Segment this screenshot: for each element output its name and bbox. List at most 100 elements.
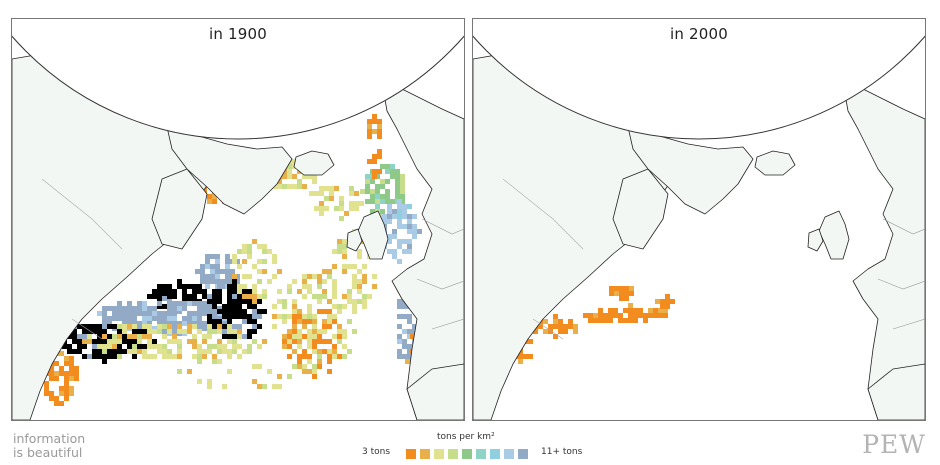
biomass-cell bbox=[287, 344, 292, 349]
biomass-cell bbox=[317, 329, 322, 334]
biomass-cell bbox=[307, 344, 312, 349]
biomass-cell bbox=[122, 316, 127, 321]
biomass-cell bbox=[292, 279, 297, 284]
biomass-cell bbox=[97, 339, 102, 344]
biomass-cell bbox=[352, 284, 357, 289]
legend-max-label: 11+ tons bbox=[541, 447, 583, 457]
biomass-cell bbox=[319, 201, 324, 206]
biomass-cell bbox=[370, 199, 375, 204]
biomass-cell bbox=[227, 329, 232, 334]
biomass-cell bbox=[402, 209, 407, 214]
biomass-cell bbox=[287, 174, 292, 179]
biomass-cell bbox=[64, 376, 69, 381]
biomass-cell bbox=[177, 321, 182, 326]
biomass-cell bbox=[397, 219, 402, 224]
biomass-cell bbox=[54, 396, 59, 401]
biomass-cell bbox=[563, 329, 568, 334]
biomass-cell bbox=[142, 334, 147, 339]
biomass-cell bbox=[77, 324, 82, 329]
biomass-cell bbox=[395, 184, 400, 189]
biomass-cell bbox=[215, 274, 220, 279]
biomass-cell bbox=[392, 214, 397, 219]
biomass-cell bbox=[92, 354, 97, 359]
biomass-cell bbox=[152, 306, 157, 311]
biomass-cell bbox=[307, 359, 312, 364]
biomass-cell bbox=[352, 309, 357, 314]
biomass-cell bbox=[297, 354, 302, 359]
biomass-cell bbox=[64, 386, 69, 391]
biomass-cell bbox=[357, 289, 362, 294]
biomass-cell bbox=[322, 349, 327, 354]
biomass-cell bbox=[197, 321, 202, 326]
biomass-cell bbox=[332, 294, 337, 299]
biomass-cell bbox=[112, 349, 117, 354]
biomass-cell bbox=[357, 299, 362, 304]
biomass-cell bbox=[74, 366, 79, 371]
arctic-cap bbox=[12, 19, 464, 140]
biomass-cell bbox=[397, 334, 402, 339]
biomass-cell bbox=[395, 189, 400, 194]
biomass-cell bbox=[407, 239, 412, 244]
biomass-cell bbox=[377, 149, 382, 154]
biomass-cell bbox=[402, 354, 407, 359]
biomass-cell bbox=[332, 334, 337, 339]
biomass-cell bbox=[82, 354, 87, 359]
biomass-cell bbox=[407, 329, 412, 334]
biomass-cell bbox=[558, 329, 563, 334]
biomass-cell bbox=[287, 289, 292, 294]
biomass-cell bbox=[257, 309, 262, 314]
biomass-cell bbox=[182, 306, 187, 311]
biomass-cell bbox=[215, 254, 220, 259]
biomass-cell bbox=[297, 329, 302, 334]
biomass-cell bbox=[117, 349, 122, 354]
biomass-cell bbox=[568, 324, 573, 329]
biomass-cell bbox=[207, 194, 212, 199]
biomass-cell bbox=[332, 284, 337, 289]
biomass-cell bbox=[372, 159, 377, 164]
biomass-cell bbox=[187, 284, 192, 289]
biomass-cell bbox=[102, 359, 107, 364]
land-layer bbox=[12, 38, 464, 420]
biomass-cell bbox=[395, 169, 400, 174]
biomass-cell bbox=[44, 386, 49, 391]
biomass-cell bbox=[210, 269, 215, 274]
biomass-cell bbox=[322, 339, 327, 344]
biomass-cell bbox=[207, 299, 212, 304]
biomass-cell bbox=[197, 311, 202, 316]
biomass-cell bbox=[247, 244, 252, 249]
biomass-cell bbox=[349, 186, 354, 191]
biomass-cell bbox=[402, 249, 407, 254]
biomass-cell bbox=[613, 308, 618, 313]
biomass-cell bbox=[307, 369, 312, 374]
biomass-cell bbox=[302, 279, 307, 284]
biomass-cell bbox=[367, 119, 372, 124]
biomass-cell bbox=[603, 313, 608, 318]
biomass-cell bbox=[172, 311, 177, 316]
biomass-cell bbox=[142, 316, 147, 321]
biomass-cell bbox=[132, 354, 137, 359]
biomass-cell bbox=[660, 299, 665, 304]
biomass-cell bbox=[282, 304, 287, 309]
biomass-cell bbox=[157, 349, 162, 354]
biomass-cell bbox=[192, 289, 197, 294]
biomass-cell bbox=[232, 304, 237, 309]
biomass-cell bbox=[377, 169, 382, 174]
biomass-cell bbox=[314, 191, 319, 196]
biomass-cell bbox=[232, 349, 237, 354]
biomass-cell bbox=[319, 206, 324, 211]
biomass-cell bbox=[653, 308, 658, 313]
biomass-cell bbox=[210, 274, 215, 279]
biomass-cell bbox=[187, 311, 192, 316]
biomass-cell bbox=[329, 191, 334, 196]
biomass-cell bbox=[167, 324, 172, 329]
biomass-cell bbox=[292, 324, 297, 329]
biomass-cell bbox=[102, 316, 107, 321]
biomass-cell bbox=[142, 321, 147, 326]
legend-swatch-10 bbox=[504, 449, 514, 459]
biomass-cell bbox=[332, 314, 337, 319]
biomass-cell bbox=[87, 329, 92, 334]
biomass-cell bbox=[327, 369, 332, 374]
biomass-cell bbox=[252, 314, 257, 319]
biomass-cell bbox=[337, 304, 342, 309]
biomass-cell bbox=[375, 184, 380, 189]
